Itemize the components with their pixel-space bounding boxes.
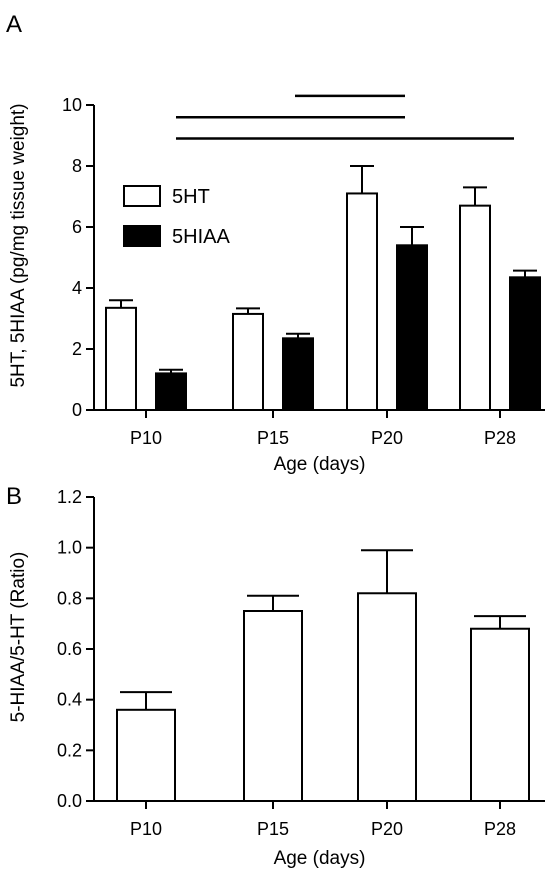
y-tick-label: 0.6 (57, 639, 82, 659)
y-tick-label: 0 (72, 400, 82, 420)
y-tick-label: 0.8 (57, 588, 82, 608)
bar (232, 312, 264, 411)
y-tick-label: 4 (72, 278, 82, 298)
legend-swatch (123, 185, 161, 207)
y-tick-label: 0.4 (57, 690, 82, 710)
y-tick-label: 1.2 (57, 487, 82, 507)
x-tick-label: P20 (371, 428, 403, 448)
bar (509, 276, 541, 412)
bar (357, 592, 417, 802)
y-axis-title: 5HT, 5HIAA (pg/mg tissue weight) (8, 103, 29, 387)
y-tick-label: 0.0 (57, 791, 82, 811)
bar (459, 204, 491, 411)
bar (243, 610, 303, 802)
y-tick-label: 1.0 (57, 538, 82, 558)
panel-b-letter: B (6, 483, 22, 510)
x-tick-label: P15 (257, 428, 289, 448)
bar (116, 708, 176, 802)
x-tick-label: P28 (484, 428, 516, 448)
bar (346, 192, 378, 411)
bar (105, 306, 137, 412)
y-tick-label: 10 (62, 95, 82, 115)
bar (155, 372, 187, 411)
x-tick-label: P20 (371, 819, 403, 839)
y-tick-label: 8 (72, 156, 82, 176)
legend-label: 5HIAA (172, 226, 230, 248)
panel-a-letter: A (6, 11, 22, 38)
x-tick-label: P15 (257, 819, 289, 839)
x-tick-label: P10 (130, 428, 162, 448)
y-tick-label: 0.2 (57, 740, 82, 760)
legend-label: 5HT (172, 186, 210, 208)
panel-a-chart: 0 2 4 6 8 10 P10 P15 P20 P28 5HT 5HIAA Age (days) 5HT… (8, 94, 545, 475)
bar (470, 627, 530, 802)
bar (282, 337, 314, 412)
legend-swatch (123, 225, 161, 247)
x-tick-label: P10 (130, 819, 162, 839)
x-axis-title: Age (days) (274, 454, 366, 475)
x-axis-title: Age (days) (274, 848, 366, 869)
panel-b-chart: 0.0 0.2 0.4 0.6 0.8 1.0 1.2 P10 P15 P20 P28 Age (da… (8, 487, 545, 869)
y-tick-label: 2 (72, 339, 82, 359)
y-axis-title: 5-HIAA/5-HT (Ratio) (8, 552, 29, 723)
x-tick-label: P28 (484, 819, 516, 839)
y-tick-label: 6 (72, 217, 82, 237)
bar (396, 244, 428, 411)
